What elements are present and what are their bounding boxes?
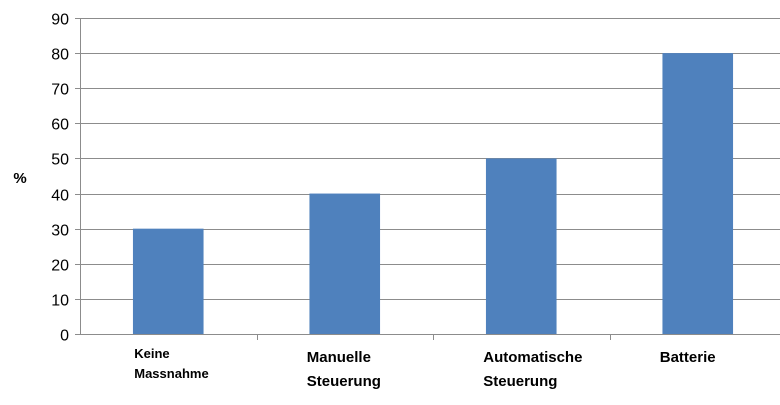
x-tick-label: Keine Massnahme [134,346,208,381]
y-tick-label: 30 [51,223,69,240]
y-tick-label: 70 [51,82,69,99]
bar [485,158,557,334]
x-tick-label: Automatische Steuerung [483,349,582,390]
y-tick-label: 40 [51,188,69,205]
y-tick-label: 20 [51,258,69,275]
y-tick-labels: 0 10 20 30 40 50 60 70 80 90 [51,12,69,345]
bar [309,193,381,334]
x-tick-label: Batterie [660,349,716,366]
y-tick-label: 10 [51,293,69,310]
y-tick-label: 0 [60,328,69,345]
y-axis-label: % [13,170,26,187]
x-tick-labels: Keine Massnahme Manuelle Steuerung Automatis… [134,346,715,390]
x-tick-label: Manuelle Steuerung [307,349,381,390]
axes [75,18,780,340]
bars [132,53,734,334]
y-tick-label: 60 [51,117,69,134]
bar [132,228,204,334]
y-tick-label: 80 [51,47,69,64]
bar [662,53,734,334]
y-tick-label: 90 [51,12,69,29]
y-tick-label: 50 [51,152,69,169]
